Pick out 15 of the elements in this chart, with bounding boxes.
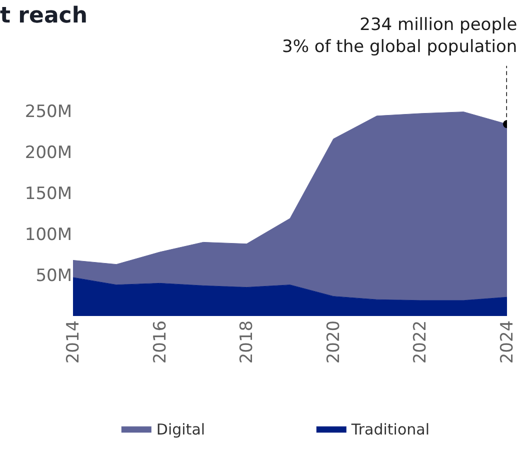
x-tick-label: 2020	[324, 320, 344, 364]
y-tick-label: 100M	[24, 224, 72, 245]
y-tick-label: 200M	[24, 142, 72, 163]
chart-title: t reach	[0, 3, 88, 28]
y-tick-label: 50M	[36, 266, 72, 286]
legend-label: Traditional	[350, 420, 430, 438]
y-tick-label: 250M	[24, 102, 72, 122]
x-tick-label: 2018	[237, 320, 258, 364]
x-tick-label: 2016	[150, 320, 170, 364]
legend-label: Digital	[156, 420, 206, 438]
y-tick-label: 150M	[24, 184, 72, 204]
x-tick-label: 2014	[64, 320, 84, 364]
annotation: 234 million people 3% of the global population	[282, 15, 518, 58]
x-tick-label: 2024	[498, 320, 518, 364]
x-tick-label: 2022	[410, 320, 431, 364]
